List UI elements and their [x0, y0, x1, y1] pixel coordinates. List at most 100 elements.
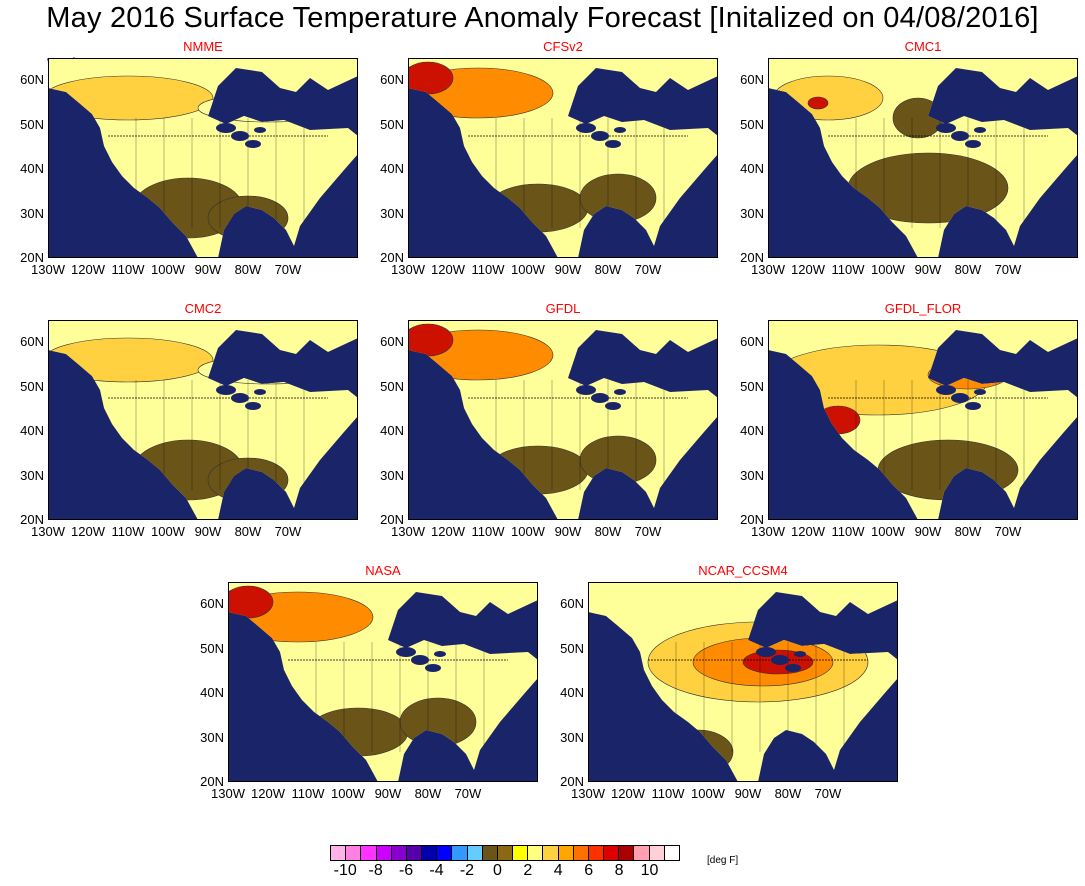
lon-label: 80W [414, 786, 442, 801]
colorbar-tick: -8 [368, 862, 383, 879]
lon-label: 80W [774, 786, 802, 801]
colorbar-swatch [361, 845, 377, 861]
colorbar-tick: 4 [553, 862, 563, 879]
map-frame [408, 58, 718, 258]
lat-label: 20N [560, 774, 584, 789]
colorbar-unit: [deg F] [707, 855, 739, 866]
lake [605, 402, 621, 410]
map-frame [768, 320, 1078, 520]
lake [216, 123, 236, 133]
colorbar-swatch [528, 845, 544, 861]
panel-title: CMC2 [184, 301, 222, 316]
colorbar-swatch [513, 845, 529, 861]
anomaly-region [807, 96, 829, 110]
colorbar-swatch [573, 845, 589, 861]
lon-label: 90W [194, 262, 222, 277]
colorbar-swatch [649, 845, 665, 861]
lon-label: 110W [471, 524, 505, 539]
lat-label: 50N [740, 378, 764, 394]
lat-label: 40N [740, 423, 764, 439]
lon-label: 70W [634, 524, 662, 539]
lake [425, 664, 441, 672]
lon-label: 120W [71, 262, 105, 277]
colorbar-tick: 6 [584, 862, 594, 879]
colorbar-swatch [406, 845, 423, 861]
anomaly-region [408, 61, 454, 95]
lat-label: 20N [20, 512, 44, 527]
lat-label: 40N [740, 161, 764, 177]
colorbar-swatch [452, 845, 468, 861]
colorbar-swatch [376, 845, 392, 861]
panel-title: NMME [183, 39, 223, 54]
colorbar-swatch [664, 845, 680, 861]
lat-label: 20N [740, 250, 764, 265]
lat-label: 30N [560, 729, 584, 745]
lon-label: 70W [274, 262, 302, 277]
lat-label: 60N [560, 596, 584, 612]
lon-label: 90W [554, 262, 582, 277]
lon-label: 130W [751, 524, 785, 539]
lon-label: 80W [234, 524, 262, 539]
lat-label: 60N [740, 334, 764, 350]
lat-label: 50N [20, 116, 44, 132]
lake [951, 393, 969, 403]
colorbar-tick: -4 [429, 862, 444, 879]
lon-label: 90W [734, 786, 762, 801]
lat-label: 60N [380, 72, 404, 88]
map-panel-gfdl: GFDL 60N 50N 40N 30N 20N 130W 120W 110W 100W 90W 80… [380, 301, 718, 539]
lon-label: 100W [150, 524, 185, 539]
colorbar-swatch [467, 845, 483, 861]
lake [231, 393, 249, 403]
colorbar-swatch [391, 845, 407, 861]
colorbar-swatch [604, 845, 620, 861]
lat-label: 30N [20, 467, 44, 483]
lat-label: 40N [380, 423, 404, 439]
lake [591, 393, 609, 403]
lat-label: 20N [740, 512, 764, 527]
lon-label: 100W [150, 262, 185, 277]
lon-label: 90W [554, 524, 582, 539]
map-frame [408, 320, 718, 520]
lat-label: 20N [200, 774, 224, 789]
anomaly-region [408, 323, 454, 357]
anomaly-map [228, 582, 538, 782]
lon-label: 110W [831, 262, 865, 277]
colorbar-tick: -10 [333, 862, 357, 879]
lake [216, 385, 236, 395]
lat-label: 50N [20, 378, 44, 394]
lake [254, 127, 266, 133]
colorbar-swatch [588, 845, 605, 861]
map-frame [48, 320, 358, 520]
lat-label: 50N [560, 640, 584, 656]
lon-label: 110W [291, 786, 325, 801]
lat-label: 50N [380, 378, 404, 394]
lon-label: 70W [994, 524, 1022, 539]
lon-label: 100W [870, 262, 905, 277]
map-panel-nmme: NMME 60N 50N 40N 30N 20N 130W 120W 110W 100W 90W 80… [20, 39, 358, 277]
lake [434, 651, 446, 657]
anomaly-map [768, 58, 1078, 258]
lake [951, 131, 969, 141]
lon-label: 70W [994, 262, 1022, 277]
colorbar-tick: 10 [640, 862, 659, 879]
lon-label: 120W [611, 786, 645, 801]
map-panel-cfsv2: CFSv2 60N 50N 40N 30N 20N 130W 120W 110W 100W 90W 8… [380, 39, 718, 277]
lake [591, 131, 609, 141]
lon-label: 90W [374, 786, 402, 801]
lat-label: 40N [560, 685, 584, 701]
lon-label: 130W [391, 262, 425, 277]
lon-label: 110W [111, 262, 145, 277]
lake [254, 389, 266, 395]
lat-label: 30N [200, 729, 224, 745]
lake [576, 385, 596, 395]
colorbar-swatch [346, 845, 362, 861]
lon-label: 90W [194, 524, 222, 539]
colorbar-tick: 8 [614, 862, 624, 879]
colorbar-swatch [437, 845, 453, 861]
map-panel-ncar-ccsm4: NCAR_CCSM4 60N 50N 40N 30N 20N 130W 120W 110W 100… [560, 563, 898, 801]
lake [576, 123, 596, 133]
lake [396, 647, 416, 657]
lat-label: 20N [380, 250, 404, 265]
lat-label: 30N [380, 467, 404, 483]
colorbar-swatch [558, 845, 574, 861]
